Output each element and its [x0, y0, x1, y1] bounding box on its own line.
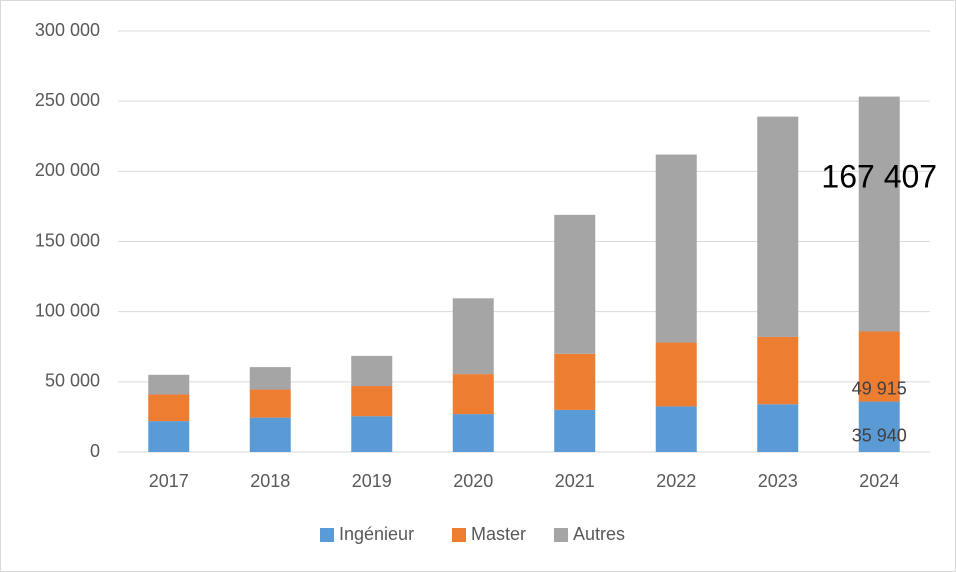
bar-segment [858, 401, 900, 452]
y-tick-label: 100 000 [35, 300, 100, 320]
y-tick-label: 250 000 [35, 90, 100, 110]
bar-segment [452, 414, 494, 452]
legend-swatch [452, 528, 466, 542]
legend-label: Master [471, 524, 526, 544]
y-tick-label: 150 000 [35, 230, 100, 250]
bar-segment [148, 374, 190, 395]
x-tick-label: 2024 [859, 471, 899, 491]
bar-segment [554, 214, 596, 354]
bar-segment [249, 367, 291, 390]
legend-label: Ingénieur [339, 524, 414, 544]
bar-segment [351, 416, 393, 452]
bar-segment [249, 389, 291, 418]
bar-segment [249, 417, 291, 452]
bar-segment [351, 355, 393, 387]
bar-segment [757, 336, 799, 405]
bar-segment [858, 96, 900, 332]
y-tick-label: 200 000 [35, 160, 100, 180]
bar-segment [757, 116, 799, 337]
x-tick-label: 2021 [555, 471, 595, 491]
bar-segment [858, 331, 900, 402]
bar-segment [655, 154, 697, 343]
bar-segment [757, 404, 799, 452]
y-tick-label: 300 000 [35, 20, 100, 40]
data-label: 35 940 [852, 426, 907, 446]
x-tick-label: 2023 [758, 471, 798, 491]
bar-segment [554, 409, 596, 452]
bar-segment [351, 386, 393, 417]
bar-segment [554, 353, 596, 410]
x-tick-label: 2018 [250, 471, 290, 491]
legend-swatch [320, 528, 334, 542]
x-tick-label: 2017 [149, 471, 189, 491]
data-label: 167 407 [821, 159, 937, 195]
data-label: 49 915 [852, 378, 907, 398]
x-tick-label: 2022 [656, 471, 696, 491]
y-tick-label: 0 [90, 441, 100, 461]
bar-segment [452, 298, 494, 375]
legend-label: Autres [573, 524, 625, 544]
bar-segment [148, 394, 190, 422]
bar-segment [655, 342, 697, 407]
x-tick-label: 2019 [352, 471, 392, 491]
x-tick-label: 2020 [453, 471, 493, 491]
legend-swatch [554, 528, 568, 542]
bar-segment [148, 421, 190, 452]
bar-segment [655, 406, 697, 452]
y-tick-label: 50 000 [45, 371, 100, 391]
bar-segment [452, 374, 494, 415]
